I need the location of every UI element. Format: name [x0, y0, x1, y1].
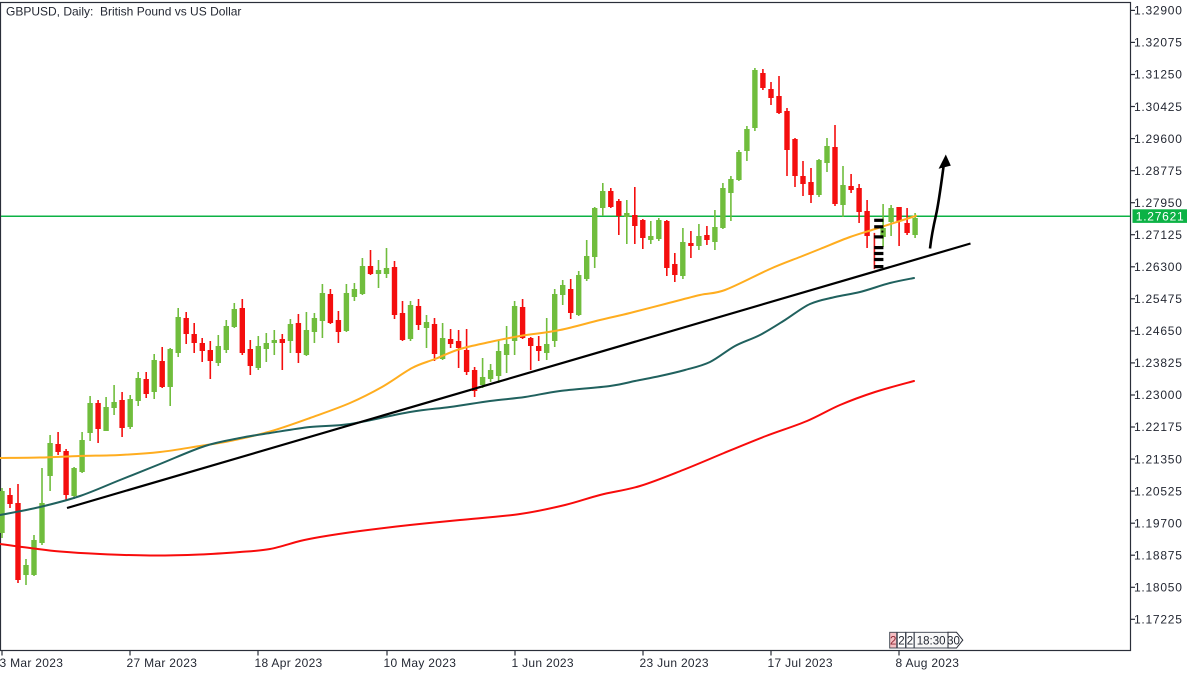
- svg-text:1.26300: 1.26300: [1134, 260, 1183, 274]
- svg-text:1.19700: 1.19700: [1134, 516, 1183, 530]
- svg-text:1.17225: 1.17225: [1134, 613, 1183, 627]
- svg-text:1.31250: 1.31250: [1134, 68, 1183, 82]
- svg-text:1.18875: 1.18875: [1134, 548, 1183, 562]
- svg-text:27 Mar 2023: 27 Mar 2023: [127, 656, 198, 670]
- svg-text:GBPUSD, Daily: British Pound: GBPUSD, Daily: British Pound vs US Dolla…: [6, 5, 241, 19]
- svg-text:1.30425: 1.30425: [1134, 100, 1183, 114]
- svg-text:1.21350: 1.21350: [1134, 452, 1183, 466]
- svg-text:8 Aug 2023: 8 Aug 2023: [896, 656, 960, 670]
- svg-text:1 Jun 2023: 1 Jun 2023: [512, 656, 574, 670]
- svg-text:1.23000: 1.23000: [1134, 388, 1183, 402]
- svg-text:1.32075: 1.32075: [1134, 36, 1183, 50]
- svg-text:18 Apr 2023: 18 Apr 2023: [255, 656, 323, 670]
- svg-text:1.22175: 1.22175: [1134, 420, 1183, 434]
- svg-text:3 Mar 2023: 3 Mar 2023: [0, 656, 63, 670]
- svg-text:10 May 2023: 10 May 2023: [384, 656, 457, 670]
- svg-text:1.27621: 1.27621: [1136, 209, 1185, 223]
- svg-text:17 Jul 2023: 17 Jul 2023: [768, 656, 833, 670]
- svg-text:2: 2: [890, 635, 896, 647]
- svg-text:1.29600: 1.29600: [1134, 132, 1183, 146]
- svg-text:1.24650: 1.24650: [1134, 324, 1183, 338]
- svg-text:2: 2: [898, 635, 904, 647]
- svg-text:1.18050: 1.18050: [1134, 581, 1183, 595]
- svg-text:18:30: 18:30: [917, 635, 946, 647]
- svg-text:1.23825: 1.23825: [1134, 356, 1183, 370]
- svg-text:23 Jun 2023: 23 Jun 2023: [640, 656, 709, 670]
- svg-text:1.25475: 1.25475: [1134, 292, 1183, 306]
- svg-text:30: 30: [947, 635, 960, 647]
- svg-text:1.20525: 1.20525: [1134, 484, 1183, 498]
- svg-text:1.27125: 1.27125: [1134, 228, 1183, 242]
- svg-text:1.32900: 1.32900: [1134, 4, 1183, 18]
- svg-text:1.28775: 1.28775: [1134, 164, 1183, 178]
- svg-text:1.27950: 1.27950: [1134, 196, 1183, 210]
- svg-text:2: 2: [907, 635, 913, 647]
